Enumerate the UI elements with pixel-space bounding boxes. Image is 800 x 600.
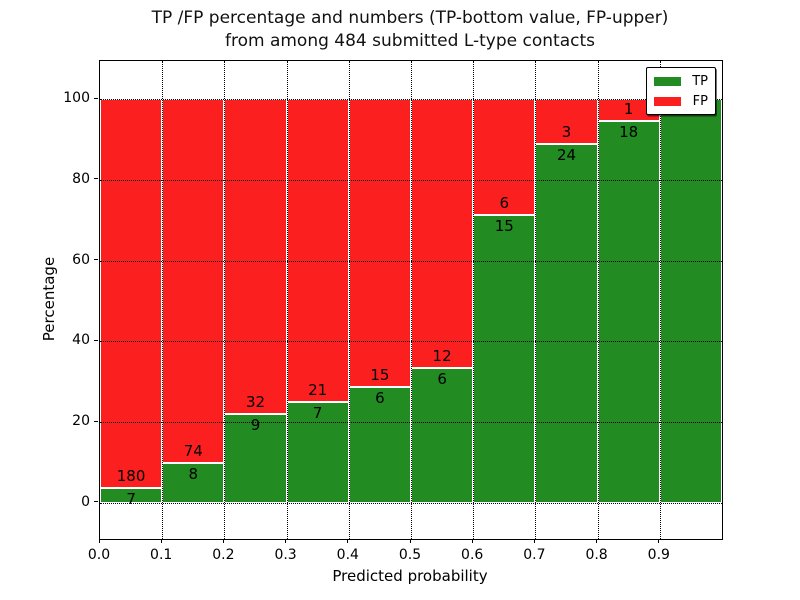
y-tick-mark (94, 420, 98, 422)
bar-count-label-fp: 1 (623, 99, 634, 118)
bar-count-label-tp: 15 (494, 216, 514, 235)
bar-count-label-tp: 7 (126, 489, 136, 508)
bar-count-label-fp: 12 (432, 347, 452, 366)
bar-count-label-fp: 3 (561, 123, 572, 142)
legend-swatch-fp (654, 96, 681, 106)
x-tick-label: 0.7 (523, 547, 546, 563)
bar-tp-segment (411, 368, 474, 503)
bar-tp-segment (597, 120, 660, 503)
x-tick-label: 0.4 (336, 547, 359, 563)
x-tick-label: 0.2 (212, 547, 235, 563)
y-tick-mark (94, 259, 98, 261)
x-axis-label: Predicted probability (332, 567, 488, 585)
chart-title: TP /FP percentage and numbers (TP-bottom… (99, 7, 721, 53)
grid-line-v (659, 61, 661, 539)
grid-line-v (597, 61, 599, 539)
x-tick-label: 0.5 (398, 547, 422, 563)
y-tick-label: 0 (81, 493, 90, 510)
x-tick-mark (471, 539, 473, 543)
bar-count-label-fp: 21 (308, 380, 328, 399)
bar-tp-segment (473, 214, 536, 503)
x-tick-mark (596, 539, 598, 543)
legend-entry-tp: TP (654, 74, 708, 89)
bar-tp-segment (659, 99, 722, 503)
bar-fp-segment (162, 99, 225, 464)
y-tick-mark (94, 501, 98, 503)
y-tick-label: 20 (72, 413, 90, 430)
x-tick-label: 0.6 (461, 547, 484, 563)
bar-count-label-tp: 6 (375, 389, 385, 408)
x-tick-label: 0.8 (585, 547, 608, 563)
legend-swatch-tp (654, 76, 681, 86)
grid-line-v (535, 61, 537, 539)
bar-count-label-fp: 6 (499, 193, 510, 212)
bar-fp-segment (411, 99, 474, 369)
bar-fp-segment (348, 99, 411, 388)
chart-title-line1: TP /FP percentage and numbers (TP-bottom… (151, 8, 669, 28)
x-tick-mark (347, 539, 349, 543)
legend-label: TP (692, 73, 708, 89)
grid-line-v (286, 61, 288, 539)
bar-fp-segment (100, 99, 163, 488)
x-tick-label: 0.3 (274, 547, 297, 563)
x-tick-mark (409, 539, 411, 543)
grid-line-v (348, 61, 350, 539)
x-tick-label: 0.9 (647, 547, 670, 563)
y-tick-mark (94, 97, 98, 99)
bar-fp-segment (224, 99, 287, 415)
bar-count-label-fp: 15 (370, 366, 390, 385)
bar-count-label-tp: 24 (556, 146, 577, 165)
bar-tp-segment (162, 463, 225, 503)
legend: TP FP (646, 67, 716, 115)
x-tick-mark (160, 539, 162, 543)
x-tick-label: 0.0 (87, 547, 111, 563)
x-tick-mark (533, 539, 535, 543)
bar-tp-segment (100, 487, 163, 503)
y-tick-label: 60 (72, 251, 90, 268)
x-tick-mark (285, 539, 287, 543)
grid-line-v (473, 61, 475, 539)
bar-count-label-fp: 180 (116, 466, 146, 485)
x-tick-mark (222, 539, 224, 543)
grid-line-v (411, 61, 412, 539)
bar-fp-segment (535, 99, 598, 145)
bar-count-label-tp: 8 (188, 465, 199, 484)
y-tick-mark (94, 178, 98, 180)
x-tick-mark (98, 539, 100, 543)
y-tick-label: 100 (63, 90, 90, 107)
y-tick-label: 40 (72, 332, 90, 349)
bar-count-label-tp: 6 (437, 370, 447, 389)
grid-line-v (224, 61, 226, 539)
x-tick-label: 0.1 (150, 547, 173, 563)
bar-count-label-fp: 32 (245, 393, 266, 412)
legend-label: FP (692, 93, 708, 109)
bar-count-label-tp: 18 (619, 122, 639, 141)
bar-count-label-fp: 74 (183, 442, 203, 461)
bar-count-label-tp: 9 (250, 416, 261, 435)
bar-count-label-tp: 7 (312, 403, 323, 422)
y-tick-label: 80 (72, 170, 90, 187)
x-tick-mark (658, 539, 660, 543)
bar-fp-segment (286, 99, 349, 402)
grid-line-v (162, 61, 164, 539)
y-axis-label: Percentage (40, 256, 58, 342)
y-tick-mark (94, 339, 98, 341)
chart-title-line2: from among 484 submitted L-type contacts (224, 31, 595, 51)
bar-tp-segment (348, 387, 411, 503)
legend-entry-fp: FP (654, 94, 708, 109)
bar-tp-segment (535, 144, 598, 503)
